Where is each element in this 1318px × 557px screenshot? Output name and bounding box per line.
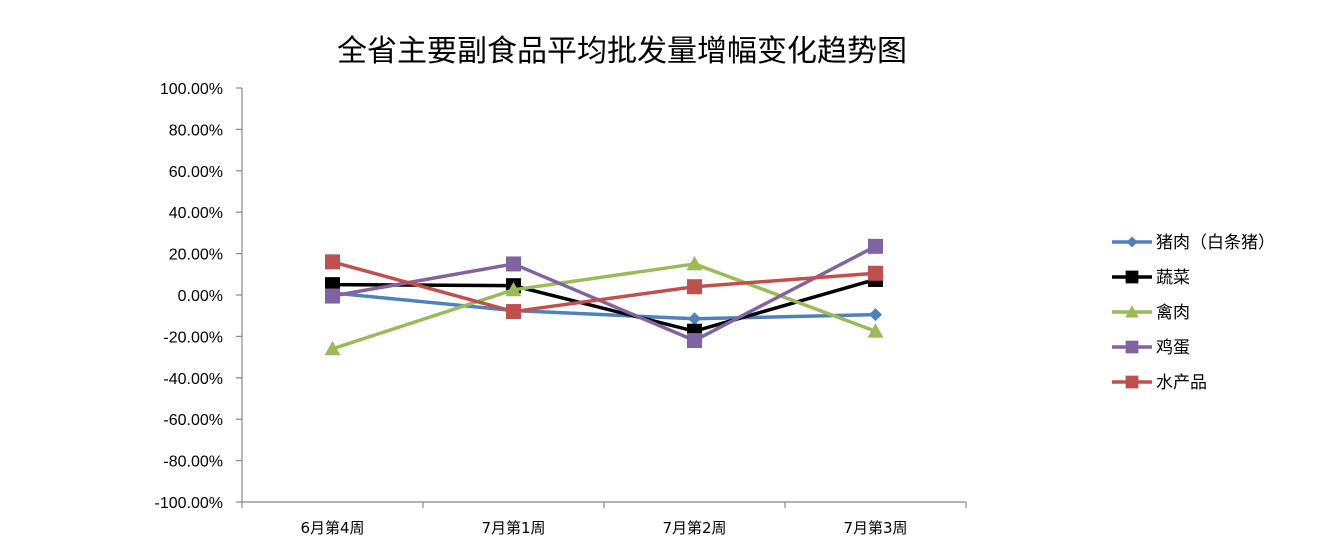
data-point [1125,270,1139,284]
y-tick-label: -100.00% [155,495,224,512]
data-point [686,255,703,271]
x-tick-label: 7月第2周 [662,519,726,537]
legend-item: 水产品 [1112,373,1207,393]
series-square [325,238,883,349]
y-tick-label: 0.00% [178,288,223,305]
data-point [506,304,521,320]
data-point [868,238,883,254]
series-square [325,254,883,320]
x-tick-label: 7月第1周 [481,519,545,537]
series-line [331,262,877,351]
axes: 100.00% 80.00% 60.00% 40.00% 20.00% 0.00% -20.… [155,81,967,537]
y-tick-label: -40.00% [163,371,223,388]
legend-label: 鸡蛋 [1156,338,1190,358]
data-point [1126,236,1138,248]
legend-label: 猪肉（白条猪） [1156,233,1275,253]
y-tick-label: 100.00% [160,81,223,98]
legend-label: 蔬菜 [1156,268,1190,288]
y-tick-label: 80.00% [169,122,223,139]
data-point [325,277,340,293]
data-point [687,333,702,349]
series-line [332,260,876,314]
y-tick-label: 60.00% [169,164,223,181]
data-point [688,312,701,326]
y-tick-label: 20.00% [169,247,223,264]
y-tick-label: -80.00% [163,454,223,471]
series-line [332,244,877,343]
data-point [869,308,882,322]
y-tick-label: -60.00% [163,412,223,429]
legend-item: 猪肉（白条猪） [1112,233,1275,253]
data-point [325,254,340,270]
data-point [324,340,341,356]
data-point [868,265,883,281]
legend-item: 鸡蛋 [1112,338,1190,358]
data-point [1125,340,1139,354]
legend-label: 水产品 [1156,373,1207,393]
legend-item: 禽肉 [1112,303,1190,323]
legend-item: 蔬菜 [1112,268,1190,288]
y-tick-label: 40.00% [169,205,223,222]
data-point [867,323,884,338]
series-triangle [324,255,884,356]
data-point [1125,305,1139,318]
y-tick-label: -20.00% [163,329,223,346]
series-line [332,291,876,321]
series-layer [324,238,884,356]
data-point [1125,375,1139,389]
series-diamond [326,286,882,326]
data-point [325,288,340,304]
data-point [687,279,702,295]
x-tick-label: 7月第3周 [843,519,907,537]
data-point [505,281,522,297]
legend-label: 禽肉 [1156,303,1190,323]
x-tick-label: 6月第4周 [300,519,364,537]
data-point [506,256,521,272]
chart-title: 全省主要副食品平均批发量增幅变化趋势图 [337,34,907,69]
